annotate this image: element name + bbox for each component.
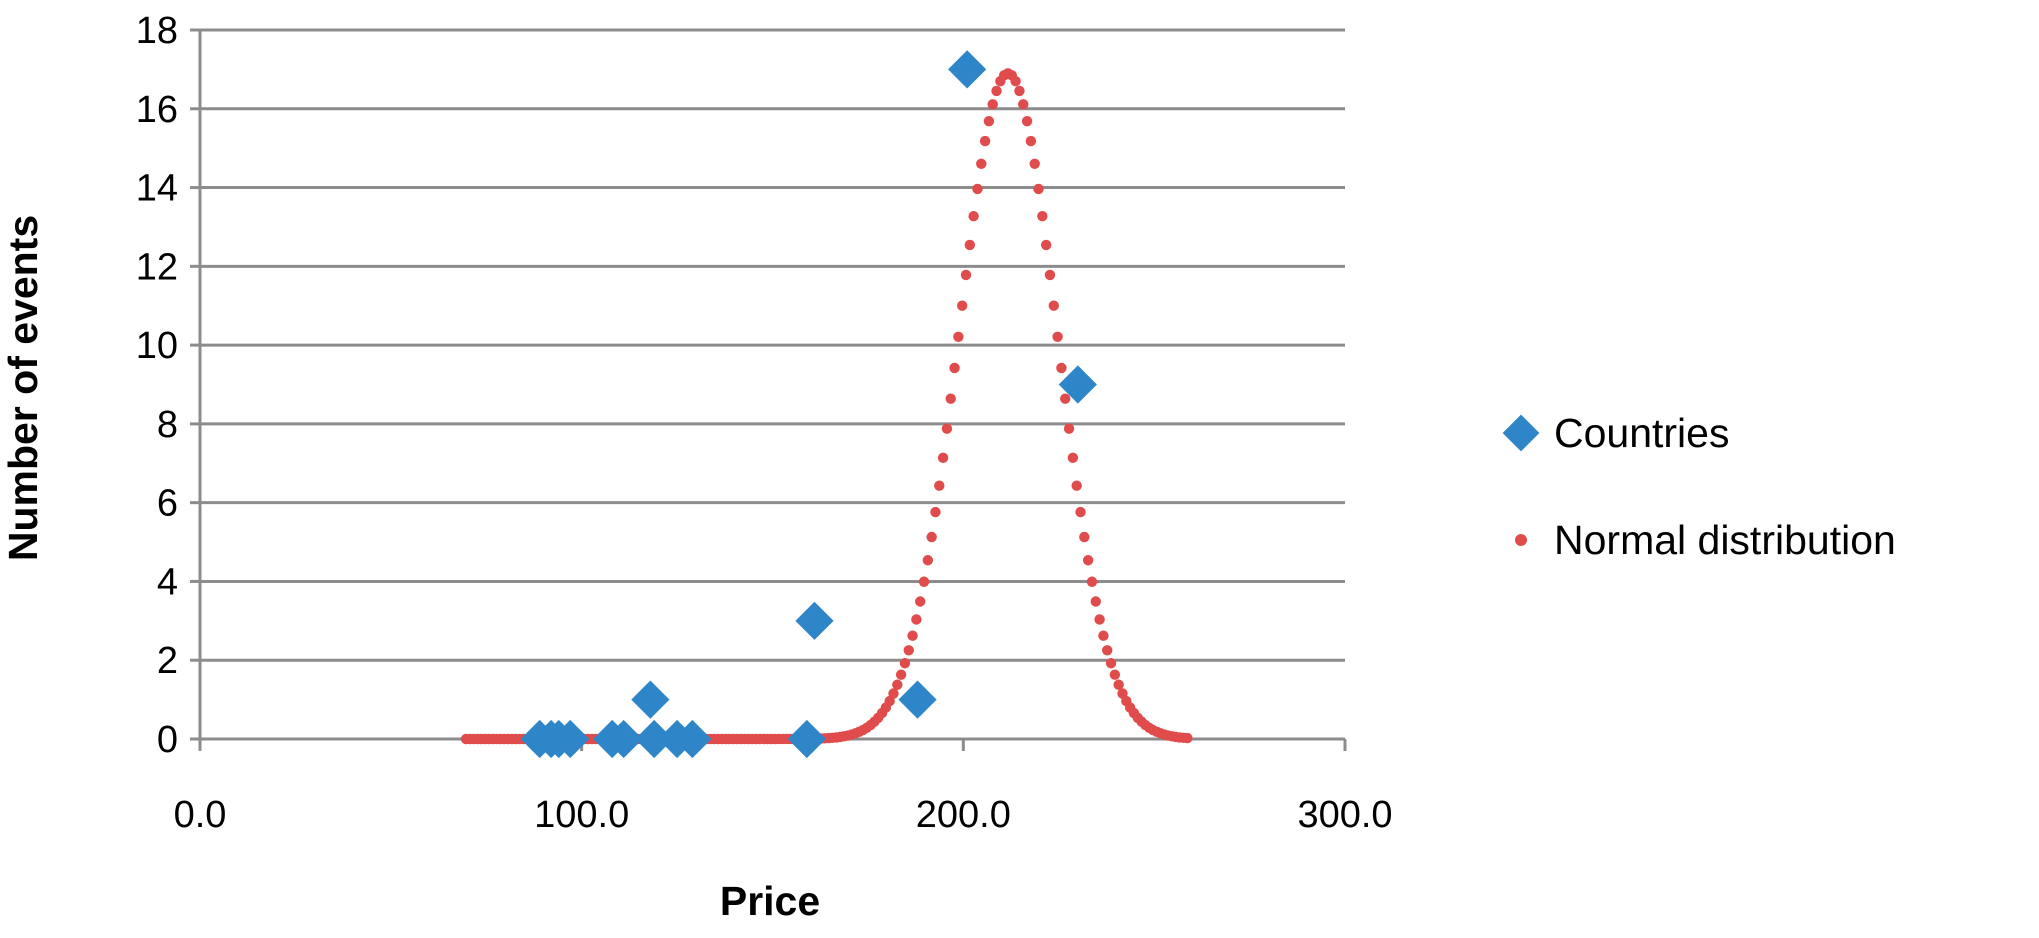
- country-point: [898, 680, 937, 719]
- normal-distribution-point: [1086, 576, 1098, 587]
- legend: Countries Normal distribution: [1502, 410, 1896, 563]
- normal-distribution-point: [937, 452, 949, 463]
- normal-distribution-point: [1109, 669, 1121, 680]
- x-tick-label: 0.0: [174, 794, 227, 836]
- normal-distribution-point: [1071, 480, 1082, 491]
- normal-distribution-point: [1029, 158, 1040, 170]
- country-point: [787, 719, 826, 759]
- normal-distribution-point: [1060, 393, 1071, 404]
- normal-distribution-point: [911, 614, 922, 625]
- country-point: [631, 680, 670, 719]
- country-point: [604, 719, 643, 759]
- axes: [190, 28, 1347, 751]
- normal-distribution-point: [1048, 300, 1059, 311]
- normal-distribution-point: [1018, 99, 1029, 110]
- legend-dot-marker: [1515, 534, 1527, 546]
- y-tick-label: 0: [157, 719, 178, 761]
- normal-distribution-point: [907, 630, 918, 641]
- normal-distribution-point: [899, 658, 911, 669]
- normal-distribution-point: [953, 331, 964, 343]
- y-tick-label: 18: [136, 10, 178, 52]
- normal-distribution-point: [1182, 732, 1193, 744]
- normal-distribution-point: [1102, 645, 1113, 656]
- normal-distribution-point: [1105, 658, 1117, 669]
- normal-distribution-point: [1040, 239, 1052, 251]
- normal-distribution-point: [1113, 679, 1124, 690]
- normal-distribution-point: [1010, 76, 1021, 87]
- normal-distribution-point: [1021, 115, 1033, 127]
- y-axis-title: Number of events: [0, 215, 46, 561]
- normal-distribution-point: [892, 679, 903, 690]
- y-tick-label: 2: [157, 640, 178, 682]
- normal-distribution-point: [1014, 85, 1025, 97]
- normal-distribution-point: [1098, 630, 1109, 641]
- country-point: [795, 601, 834, 640]
- normal-distribution-point: [1025, 135, 1037, 147]
- legend-item-normal-distribution: Normal distribution: [1515, 517, 1896, 563]
- y-tick-label: 10: [136, 325, 178, 367]
- y-tick-label: 14: [136, 168, 178, 210]
- normal-distribution-point: [1067, 452, 1079, 463]
- country-point: [673, 719, 712, 759]
- normal-distribution-point: [926, 531, 937, 543]
- normal-distribution-point: [922, 555, 934, 566]
- x-tick-labels: 0.0 100.0 200.0 300.0: [174, 794, 1393, 836]
- normal-distribution-point: [1082, 555, 1094, 566]
- normal-distribution-point: [903, 645, 914, 656]
- legend-item-countries: Countries: [1502, 410, 1729, 456]
- normal-distribution-point: [983, 115, 995, 127]
- y-tick-label: 4: [157, 561, 178, 603]
- grid-lines: [200, 28, 1345, 662]
- normal-distribution-point: [1090, 596, 1101, 607]
- normal-distribution-point: [1056, 362, 1067, 374]
- normal-distribution-point: [972, 183, 983, 195]
- normal-distribution-point: [960, 269, 972, 281]
- normal-distribution-point: [976, 158, 987, 170]
- series-normal-distribution: [460, 68, 1193, 745]
- normal-distribution-point: [1063, 423, 1075, 434]
- normal-distribution-point: [941, 423, 953, 434]
- normal-distribution-point: [968, 210, 979, 222]
- normal-distribution-point: [1033, 183, 1044, 195]
- y-tick-label: 16: [136, 89, 178, 131]
- x-tick-label: 100.0: [534, 794, 629, 836]
- x-tick-label: 300.0: [1297, 794, 1392, 836]
- normal-distribution-point: [964, 239, 976, 251]
- x-tick-label: 200.0: [916, 794, 1011, 836]
- normal-distribution-point: [991, 85, 1002, 97]
- normal-distribution-point: [1044, 269, 1056, 281]
- country-point: [1058, 365, 1097, 404]
- y-tick-label: 6: [157, 483, 178, 525]
- normal-distribution-point: [949, 362, 960, 374]
- normal-distribution-point: [1075, 506, 1086, 518]
- x-axis-title: Price: [720, 878, 820, 924]
- normal-distribution-point: [895, 669, 907, 680]
- normal-distribution-point: [945, 393, 956, 404]
- normal-distribution-point: [1079, 531, 1090, 543]
- y-tick-labels: 0 2 4 6 8 10 12 14 16 18: [136, 10, 178, 761]
- normal-distribution-point: [1037, 210, 1048, 222]
- normal-distribution-point: [934, 480, 945, 491]
- country-point: [948, 50, 987, 89]
- normal-distribution-point: [930, 506, 941, 518]
- normal-distribution-point: [888, 688, 899, 699]
- normal-distribution-point: [1052, 331, 1063, 343]
- normal-distribution-point: [915, 596, 926, 607]
- country-point: [551, 719, 590, 759]
- y-tick-label: 12: [136, 246, 178, 288]
- legend-diamond-marker: [1502, 414, 1540, 452]
- normal-distribution-point: [956, 300, 968, 311]
- country-point: [635, 719, 674, 759]
- legend-label-normal-distribution: Normal distribution: [1554, 517, 1896, 563]
- series-countries: [520, 50, 1097, 759]
- normal-distribution-point: [979, 135, 991, 147]
- normal-distribution-point: [918, 576, 930, 587]
- normal-distribution-point: [987, 99, 998, 110]
- legend-label-countries: Countries: [1554, 410, 1729, 456]
- normal-distribution-point: [1094, 614, 1105, 625]
- y-tick-label: 8: [157, 404, 178, 446]
